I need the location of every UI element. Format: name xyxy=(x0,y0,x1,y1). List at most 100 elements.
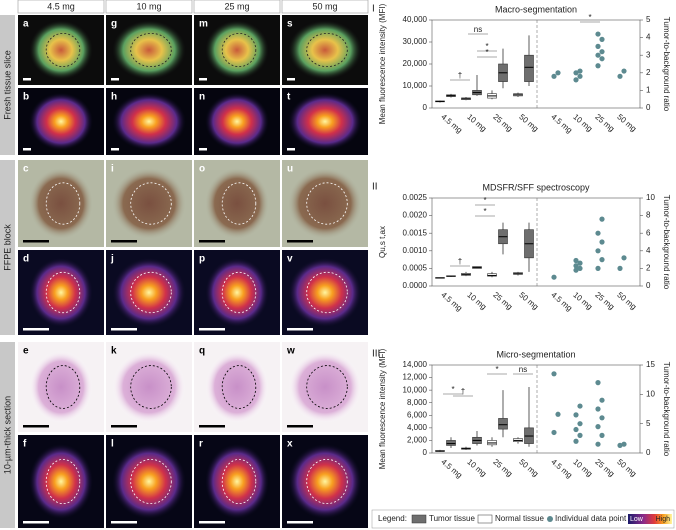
tumor-outline xyxy=(130,365,172,409)
x-tick-label: 50 mg xyxy=(517,457,540,478)
tumor-outline xyxy=(45,32,81,68)
plot-frame xyxy=(431,19,641,109)
tissue xyxy=(112,92,186,151)
tumor-outline xyxy=(306,458,348,505)
column-header: 4.5 mg xyxy=(47,1,75,11)
x-tick-label: 25 mg xyxy=(593,290,616,311)
tissue xyxy=(29,167,93,240)
legend-swatch-point xyxy=(547,516,553,522)
box xyxy=(487,273,497,277)
scale-bar xyxy=(287,78,295,81)
legend-label: Individual data point xyxy=(555,514,627,523)
data-point xyxy=(577,260,583,266)
column-header-box xyxy=(193,0,281,14)
scale-bar xyxy=(111,240,137,243)
row-label: 10-µm-thick section xyxy=(2,396,12,474)
box xyxy=(446,440,456,446)
panel-letter: b xyxy=(23,92,29,103)
data-point xyxy=(617,442,623,448)
sig-label: ns xyxy=(519,365,527,374)
y2-tick-label: 0 xyxy=(646,103,651,112)
data-point xyxy=(573,263,579,269)
x-tick-label: 25 mg xyxy=(593,112,616,133)
y-tick-label: 0.0000 xyxy=(403,281,428,290)
chart-title: MDSFR/SFF spectroscopy xyxy=(482,182,590,192)
x-tick-label: 50 mg xyxy=(615,290,638,311)
scale-bar xyxy=(23,240,49,243)
y2-tick-label: 0 xyxy=(646,448,651,457)
legend-swatch-tumor xyxy=(411,514,427,524)
scale-bar xyxy=(199,148,207,151)
data-point xyxy=(595,380,601,386)
data-point xyxy=(595,265,601,271)
tissue xyxy=(112,443,186,520)
row-label-band xyxy=(0,160,15,335)
y-tick-label: 8,000 xyxy=(407,398,428,407)
y2-axis-label: Tumor-to-background ratio xyxy=(662,17,671,112)
y-axis-label: Qu,s t,ax xyxy=(378,226,387,258)
colorbar-high: High xyxy=(656,516,671,523)
panel-letter: m xyxy=(199,19,208,30)
data-point xyxy=(573,70,579,76)
data-point xyxy=(551,274,557,280)
data-point xyxy=(573,438,579,444)
tumor-outline xyxy=(221,182,257,225)
data-point xyxy=(595,441,601,447)
y2-tick-label: 5 xyxy=(646,419,651,428)
sig-label: * xyxy=(451,385,454,394)
data-point xyxy=(551,429,557,436)
tissue xyxy=(205,92,269,151)
tissue xyxy=(29,92,93,151)
sig-label: * xyxy=(485,42,488,51)
box xyxy=(524,54,534,82)
tumor-outline xyxy=(45,365,81,409)
tumor-outline xyxy=(221,365,257,409)
charts: I Macro-segmentation Mean fluorescence int… xyxy=(371,3,675,529)
tumor-outline xyxy=(45,271,81,314)
row-label-band xyxy=(0,342,15,528)
data-point xyxy=(577,73,583,79)
image-grid: 4.5 mg 10 mg 25 mg 50 mg Fresh tissue slice F… xyxy=(0,0,369,528)
y2-tick-label: 10 xyxy=(646,389,655,398)
data-point xyxy=(577,265,583,271)
scale-bar xyxy=(23,148,31,151)
data-point xyxy=(595,63,601,69)
panel-letter: l xyxy=(111,439,114,450)
tumor-outline xyxy=(221,32,257,68)
plot-frame xyxy=(431,364,641,454)
data-point xyxy=(555,70,561,76)
y2-axis-label: Tumor-to-background ratio xyxy=(662,195,671,290)
panel-letter: w xyxy=(286,346,295,357)
data-point xyxy=(595,43,601,50)
chart-numeral: I xyxy=(372,4,375,15)
column-header: 25 mg xyxy=(224,1,249,11)
data-point xyxy=(599,56,605,62)
data-point xyxy=(599,36,605,42)
panel-letter: q xyxy=(199,346,205,357)
scale-bar xyxy=(199,521,225,524)
scale-bar xyxy=(199,78,207,81)
plot-frame xyxy=(431,197,641,287)
legend-label: Tumor tissue xyxy=(429,514,475,523)
tissue xyxy=(29,443,93,520)
x-tick-label: 10 mg xyxy=(571,290,594,311)
row-label: Fresh tissue slice xyxy=(2,50,12,120)
panel-letter: s xyxy=(287,19,293,30)
panel-letter: f xyxy=(23,439,27,450)
legend-swatch-normal xyxy=(477,514,493,524)
x-tick-label: 10 mg xyxy=(571,112,594,133)
x-tick-label: 10 mg xyxy=(465,112,488,133)
x-tick-label: 25 mg xyxy=(491,457,514,478)
x-tick-label: 10 mg xyxy=(465,457,488,478)
panel-letter: u xyxy=(287,164,293,175)
y2-tick-label: 15 xyxy=(646,360,655,369)
chart-numeral: II xyxy=(372,182,378,193)
scale-bar xyxy=(287,521,313,524)
tissue xyxy=(112,257,186,328)
panel-letter: t xyxy=(287,92,291,103)
x-tick-label: 50 mg xyxy=(517,112,540,133)
x-tick-label: 10 mg xyxy=(465,290,488,311)
data-point xyxy=(573,426,579,433)
panel-letter: h xyxy=(111,92,117,103)
scale-bar xyxy=(287,148,295,151)
